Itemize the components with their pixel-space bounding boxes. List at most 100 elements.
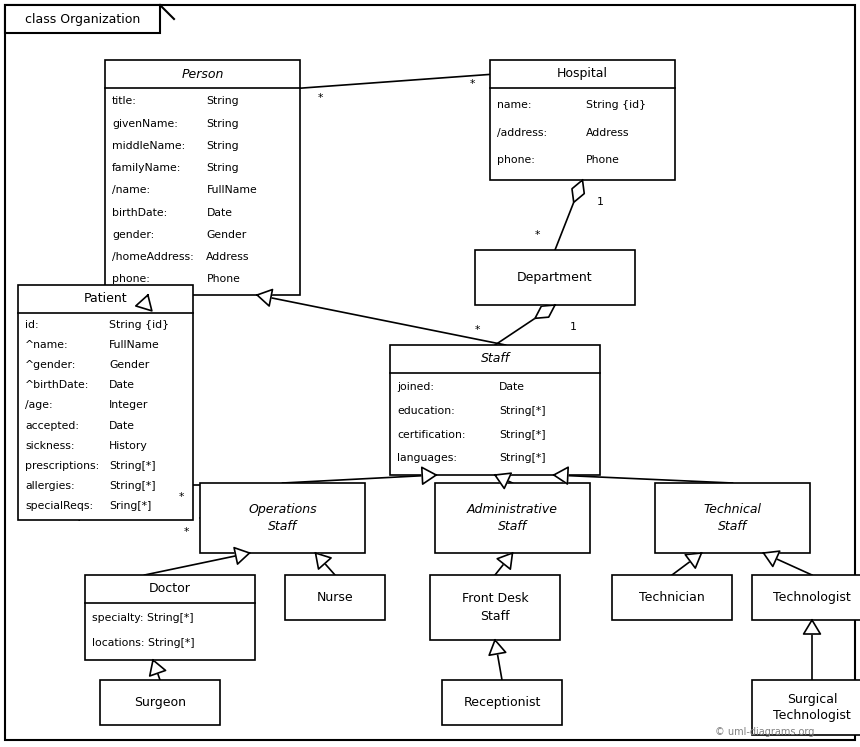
Text: 1: 1 [569, 322, 576, 332]
Text: id:: id: [25, 320, 39, 330]
Bar [655, 483, 810, 553]
Polygon shape [150, 660, 166, 676]
Text: Patient: Patient [83, 293, 127, 306]
Text: ^birthDate:: ^birthDate: [25, 380, 89, 391]
Text: ^name:: ^name: [25, 340, 69, 350]
Text: FullName: FullName [206, 185, 257, 196]
Text: *: * [183, 527, 188, 537]
Text: Sring[*]: Sring[*] [109, 501, 151, 511]
Text: Surgical
Technologist: Surgical Technologist [773, 692, 851, 722]
Bar [490, 60, 675, 180]
Text: sickness:: sickness: [25, 441, 75, 450]
Text: Administrative
Staff: Administrative Staff [467, 503, 558, 533]
Text: title:: title: [112, 96, 137, 106]
Text: String[*]: String[*] [499, 453, 546, 463]
Text: Date: Date [206, 208, 232, 217]
Text: String[*]: String[*] [109, 461, 156, 471]
Text: Phone: Phone [206, 274, 240, 285]
Text: birthDate:: birthDate: [112, 208, 167, 217]
Bar [390, 345, 600, 475]
Bar [100, 680, 220, 725]
Text: Gender: Gender [109, 360, 150, 371]
Text: /address:: /address: [497, 128, 547, 137]
Text: /age:: /age: [25, 400, 52, 410]
Polygon shape [554, 467, 568, 484]
Bar [85, 575, 255, 660]
Bar [752, 575, 860, 620]
Text: Date: Date [109, 421, 135, 430]
Text: Nurse: Nurse [316, 591, 353, 604]
Bar [5, 5, 160, 33]
Text: Surgeon: Surgeon [134, 696, 186, 709]
Text: Department: Department [517, 271, 593, 284]
Bar [612, 575, 732, 620]
Polygon shape [803, 620, 820, 634]
Text: certification:: certification: [397, 430, 465, 440]
Bar [105, 60, 300, 295]
Text: Integer: Integer [109, 400, 149, 410]
Text: String[*]: String[*] [109, 481, 156, 491]
Polygon shape [136, 295, 152, 311]
Text: String: String [206, 119, 239, 128]
Polygon shape [572, 180, 584, 202]
Text: Phone: Phone [587, 155, 620, 166]
Text: String: String [206, 96, 239, 106]
Bar [475, 250, 635, 305]
Bar [200, 483, 365, 553]
Text: class Organization: class Organization [25, 13, 140, 25]
Text: accepted:: accepted: [25, 421, 79, 430]
Polygon shape [257, 290, 273, 306]
Text: Operations
Staff: Operations Staff [249, 503, 316, 533]
Text: ^gender:: ^gender: [25, 360, 77, 371]
Text: languages:: languages: [397, 453, 457, 463]
Text: © uml-diagrams.org: © uml-diagrams.org [716, 727, 814, 737]
Polygon shape [535, 305, 555, 318]
Text: familyName:: familyName: [112, 163, 181, 173]
Text: *: * [534, 230, 540, 240]
Text: *: * [475, 325, 480, 335]
Text: Hospital: Hospital [557, 67, 608, 81]
Text: middleName:: middleName: [112, 141, 185, 151]
Text: allergies:: allergies: [25, 481, 75, 491]
Text: Receptionist: Receptionist [464, 696, 541, 709]
Text: specialReqs:: specialReqs: [25, 501, 93, 511]
Text: phone:: phone: [497, 155, 535, 166]
Text: *: * [317, 93, 322, 103]
Text: prescriptions:: prescriptions: [25, 461, 99, 471]
Text: /homeAddress:: /homeAddress: [112, 252, 194, 262]
Text: Technician: Technician [639, 591, 705, 604]
Text: locations: String[*]: locations: String[*] [92, 638, 194, 648]
Text: String {id}: String {id} [109, 320, 169, 330]
Polygon shape [421, 468, 436, 484]
Text: Front Desk
Staff: Front Desk Staff [462, 592, 528, 622]
Polygon shape [489, 640, 506, 655]
Text: specialty: String[*]: specialty: String[*] [92, 613, 194, 623]
Text: Gender: Gender [206, 230, 247, 240]
Text: name:: name: [497, 100, 531, 110]
Text: givenName:: givenName: [112, 119, 178, 128]
Bar [430, 575, 560, 640]
Bar [435, 483, 590, 553]
Text: Person: Person [181, 67, 224, 81]
Polygon shape [497, 553, 513, 569]
Text: gender:: gender: [112, 230, 154, 240]
Bar [442, 680, 562, 725]
Text: Date: Date [109, 380, 135, 391]
Text: *: * [178, 492, 184, 502]
Text: Staff: Staff [481, 353, 510, 365]
Polygon shape [685, 553, 702, 568]
Polygon shape [495, 473, 511, 489]
Polygon shape [764, 551, 780, 566]
Bar [752, 680, 860, 735]
Text: String: String [206, 141, 239, 151]
Text: History: History [109, 441, 148, 450]
Text: String {id}: String {id} [587, 100, 646, 110]
Text: Address: Address [587, 128, 630, 137]
Text: phone:: phone: [112, 274, 150, 285]
Text: *: * [470, 79, 475, 90]
Text: Address: Address [206, 252, 250, 262]
Polygon shape [234, 548, 249, 564]
Text: FullName: FullName [109, 340, 160, 350]
Bar [18, 285, 193, 520]
Text: joined:: joined: [397, 382, 434, 392]
